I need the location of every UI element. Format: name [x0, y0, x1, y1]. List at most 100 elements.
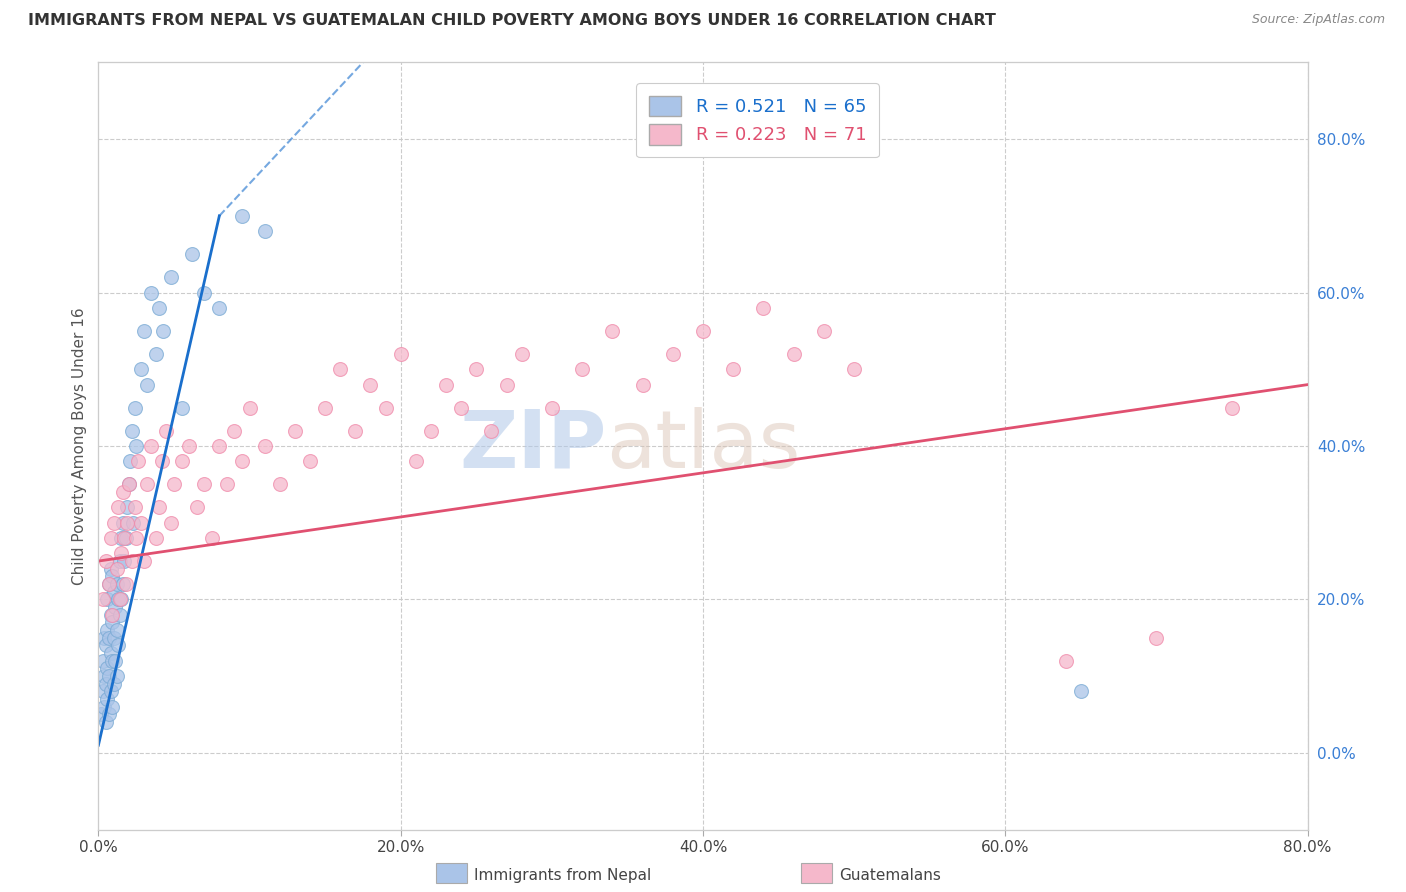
Point — [100, 607, 122, 622]
Point — [510, 347, 533, 361]
Point — [208, 439, 231, 453]
Point — [132, 324, 155, 338]
Point — [93, 669, 115, 683]
Point — [299, 454, 322, 468]
Point — [434, 377, 457, 392]
Point — [239, 401, 262, 415]
Point — [269, 477, 291, 491]
Point — [148, 500, 170, 515]
Point — [118, 477, 141, 491]
Point — [129, 362, 152, 376]
Point — [108, 554, 131, 568]
Point — [125, 531, 148, 545]
Point — [121, 554, 143, 568]
Point — [152, 324, 174, 338]
Point — [101, 607, 124, 622]
Point — [100, 531, 122, 545]
Point — [1144, 631, 1167, 645]
Point — [135, 477, 157, 491]
Point — [231, 454, 253, 468]
Point — [481, 424, 503, 438]
Point — [121, 424, 143, 438]
Point — [108, 592, 131, 607]
Point — [91, 684, 114, 698]
Point — [389, 347, 412, 361]
Point — [170, 401, 193, 415]
Point — [96, 592, 118, 607]
Point — [94, 677, 117, 691]
Text: Guatemalans: Guatemalans — [839, 869, 941, 883]
Point — [374, 401, 396, 415]
Point — [420, 424, 443, 438]
Point — [540, 401, 562, 415]
Point — [495, 377, 517, 392]
Point — [150, 454, 173, 468]
Point — [101, 615, 124, 630]
Point — [94, 715, 117, 730]
Point — [115, 500, 138, 515]
Y-axis label: Child Poverty Among Boys Under 16: Child Poverty Among Boys Under 16 — [72, 307, 87, 585]
Point — [94, 554, 117, 568]
Point — [91, 654, 114, 668]
Point — [107, 639, 129, 653]
Point — [1070, 684, 1092, 698]
Point — [148, 301, 170, 315]
Point — [231, 209, 253, 223]
Point — [631, 377, 654, 392]
Point — [844, 362, 866, 376]
Point — [602, 324, 624, 338]
Point — [723, 362, 745, 376]
Point — [465, 362, 488, 376]
Point — [186, 500, 208, 515]
Point — [1220, 401, 1243, 415]
Point — [141, 285, 163, 300]
Point — [141, 439, 163, 453]
Point — [783, 347, 806, 361]
Point — [752, 301, 775, 315]
Point — [344, 424, 367, 438]
Text: IMMIGRANTS FROM NEPAL VS GUATEMALAN CHILD POVERTY AMONG BOYS UNDER 16 CORRELATIO: IMMIGRANTS FROM NEPAL VS GUATEMALAN CHIL… — [28, 13, 995, 29]
Point — [93, 631, 115, 645]
Point — [314, 401, 336, 415]
Point — [120, 454, 142, 468]
Point — [145, 531, 167, 545]
Point — [98, 669, 121, 683]
Point — [813, 324, 835, 338]
Point — [101, 699, 124, 714]
Point — [145, 347, 167, 361]
Point — [103, 677, 125, 691]
Point — [98, 577, 121, 591]
Point — [101, 569, 124, 583]
Point — [100, 646, 122, 660]
Point — [115, 516, 138, 530]
Point — [111, 577, 134, 591]
Point — [450, 401, 472, 415]
Point — [107, 500, 129, 515]
Point — [91, 592, 114, 607]
Point — [155, 424, 177, 438]
Point — [96, 692, 118, 706]
Point — [1054, 654, 1077, 668]
Point — [122, 516, 145, 530]
Point — [101, 654, 124, 668]
Point — [329, 362, 352, 376]
Point — [193, 285, 215, 300]
Point — [107, 592, 129, 607]
Point — [661, 347, 683, 361]
Point — [105, 669, 128, 683]
Point — [103, 584, 125, 599]
Point — [98, 631, 121, 645]
Point — [193, 477, 215, 491]
Text: Source: ZipAtlas.com: Source: ZipAtlas.com — [1251, 13, 1385, 27]
Point — [118, 477, 141, 491]
Point — [105, 623, 128, 637]
Point — [135, 377, 157, 392]
Point — [114, 531, 136, 545]
Point — [90, 707, 112, 722]
Point — [110, 546, 132, 560]
Point — [163, 477, 186, 491]
Point — [94, 639, 117, 653]
Point — [110, 592, 132, 607]
Point — [224, 424, 246, 438]
Point — [253, 439, 276, 453]
